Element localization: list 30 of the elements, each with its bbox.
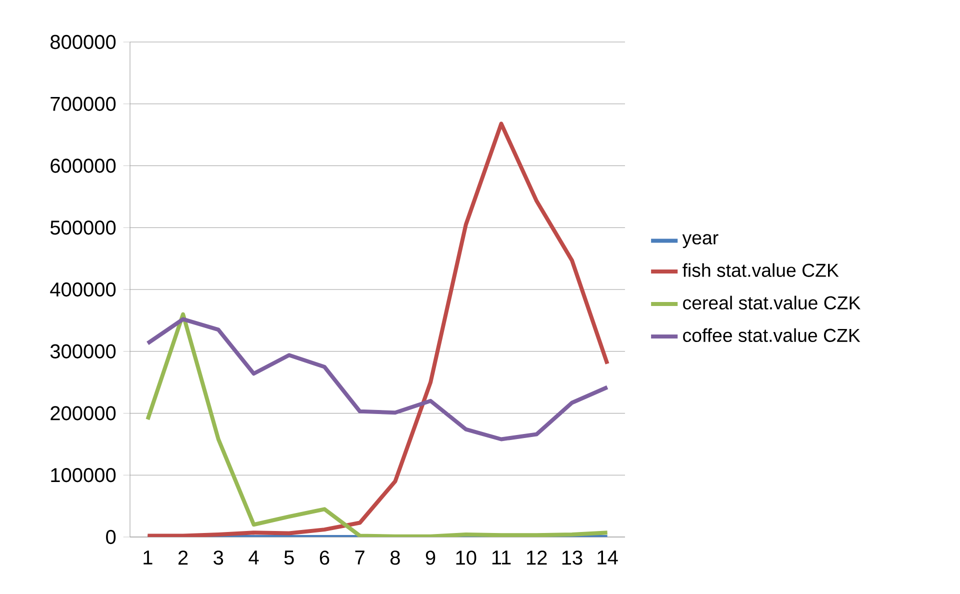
x-tick-label: 4 bbox=[248, 550, 259, 564]
x-tick-label: 8 bbox=[390, 550, 400, 565]
legend-label: cereal stat.value CZK bbox=[683, 296, 861, 310]
x-tick-label: 2 bbox=[178, 550, 188, 565]
legend-label: coffee stat.value CZK bbox=[683, 328, 860, 342]
y-tick-label: 100000 bbox=[51, 468, 116, 482]
y-tick-label: 200000 bbox=[50, 406, 116, 420]
x-tick-label: 7 bbox=[355, 550, 364, 564]
y-tick-label: 400000 bbox=[50, 282, 116, 297]
x-tick-label: 10 bbox=[456, 550, 476, 565]
line-series bbox=[146, 122, 610, 537]
x-tick-label: 1 bbox=[144, 550, 152, 564]
x-tick-label: 6 bbox=[320, 550, 330, 565]
y-tick-label: 500000 bbox=[50, 220, 116, 235]
y-tick-label: 700000 bbox=[50, 96, 116, 111]
legend-label: fish stat.value CZK bbox=[682, 263, 839, 277]
x-tick-label: 13 bbox=[562, 550, 582, 565]
legend-label: year bbox=[682, 234, 718, 248]
x-tick-label: 5 bbox=[284, 550, 294, 565]
y-tick-label: 800000 bbox=[50, 34, 116, 50]
x-tick-label: 14 bbox=[598, 550, 618, 564]
x-tick-label: 9 bbox=[426, 550, 436, 565]
x-tick-label: 11 bbox=[492, 550, 511, 564]
x-tick-label: 3 bbox=[214, 550, 224, 565]
y-tick-label: 600000 bbox=[50, 158, 116, 173]
line-series bbox=[146, 312, 610, 537]
x-tick-label: 12 bbox=[527, 550, 547, 565]
y-tick-label: 300000 bbox=[50, 344, 116, 358]
line-series bbox=[146, 317, 610, 442]
y-tick-label: 0 bbox=[106, 530, 116, 544]
